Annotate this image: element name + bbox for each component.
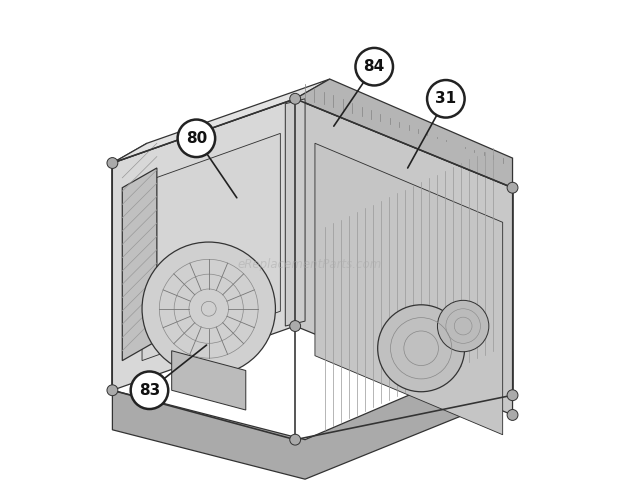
Polygon shape — [285, 99, 305, 326]
Circle shape — [290, 321, 301, 331]
Polygon shape — [142, 133, 280, 361]
Polygon shape — [122, 168, 157, 361]
Circle shape — [107, 385, 118, 396]
Circle shape — [438, 300, 489, 352]
Polygon shape — [295, 99, 513, 415]
Polygon shape — [315, 143, 503, 435]
Circle shape — [507, 182, 518, 193]
Polygon shape — [172, 351, 246, 410]
Circle shape — [378, 305, 464, 392]
Polygon shape — [112, 351, 513, 479]
Circle shape — [107, 158, 118, 168]
Polygon shape — [295, 79, 513, 188]
Circle shape — [131, 371, 168, 409]
Circle shape — [507, 390, 518, 401]
Polygon shape — [112, 99, 295, 390]
Circle shape — [177, 120, 215, 157]
Polygon shape — [112, 143, 147, 390]
Text: 31: 31 — [435, 91, 456, 106]
Circle shape — [427, 80, 464, 118]
Polygon shape — [112, 79, 330, 163]
Circle shape — [142, 242, 275, 375]
Text: 80: 80 — [186, 131, 207, 146]
Text: 83: 83 — [139, 383, 160, 398]
Text: 84: 84 — [363, 59, 385, 74]
Circle shape — [290, 93, 301, 104]
Text: eReplacementParts.com: eReplacementParts.com — [238, 258, 382, 271]
Circle shape — [290, 434, 301, 445]
Circle shape — [507, 410, 518, 420]
Circle shape — [355, 48, 393, 85]
